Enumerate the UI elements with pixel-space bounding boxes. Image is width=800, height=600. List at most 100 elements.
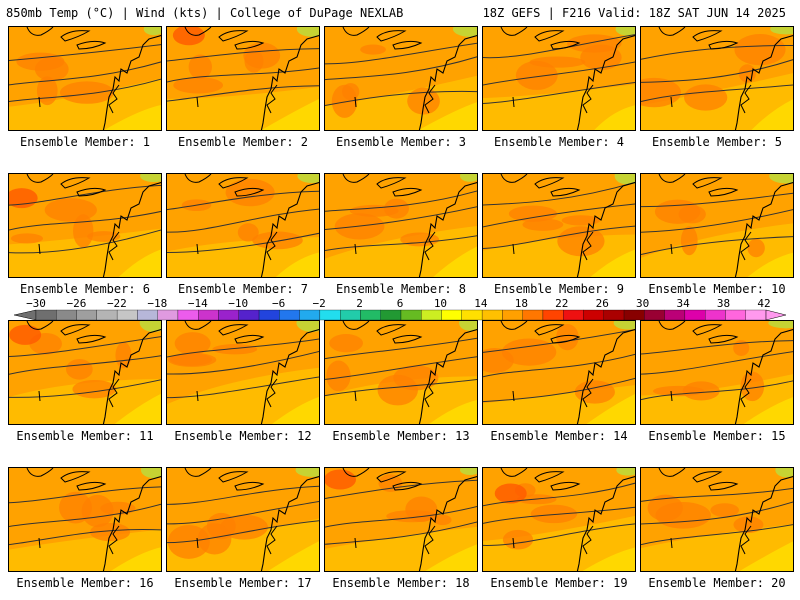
lake-outline	[196, 390, 199, 402]
coastline	[418, 181, 477, 277]
colorbar-segment	[745, 309, 767, 321]
colorbar-segment	[603, 309, 625, 321]
lake-outline	[392, 187, 423, 197]
colorbar-tick-label: 14	[474, 297, 488, 310]
cooler-zone	[433, 246, 477, 277]
isotherm-contour	[641, 501, 793, 525]
temperature-map	[641, 321, 793, 424]
temperature-map	[325, 468, 477, 571]
lake-outline	[670, 390, 673, 402]
colorbar-segment	[644, 309, 665, 321]
cooler-zone	[594, 105, 635, 130]
lake-outline	[534, 177, 565, 189]
warm-blob	[115, 342, 132, 369]
colorbar-segment	[360, 309, 381, 321]
warm-blob	[557, 226, 605, 257]
lake-outline	[550, 187, 581, 197]
coastline	[102, 328, 161, 424]
cold-pocket	[295, 468, 319, 477]
ensemble-panel-15	[640, 320, 794, 425]
coastline	[576, 328, 635, 424]
bay-coastline	[424, 231, 436, 261]
warm-blob	[740, 371, 765, 402]
colorbar-tick-label: 26	[595, 297, 609, 310]
cool-zone	[641, 524, 793, 571]
isotherm-contour	[325, 337, 477, 360]
warm-blob	[508, 205, 557, 222]
lake-outline	[26, 321, 54, 330]
colorbar-tick-label: −6	[272, 297, 286, 310]
colorbar-segment	[218, 309, 239, 321]
colorbar-segment	[157, 309, 179, 321]
lake-outline	[196, 537, 199, 549]
cool-zone	[325, 526, 477, 571]
colorbar-tick-label: 2	[356, 297, 363, 310]
bay-coastline	[582, 525, 594, 555]
colorbar-segment	[35, 309, 57, 321]
warm-blob	[212, 344, 258, 355]
colorbar-segment	[319, 309, 341, 321]
cooler-zone	[586, 393, 635, 424]
isotherm-contour	[9, 336, 161, 358]
temperature-map	[483, 321, 635, 424]
isotherm-contour	[167, 85, 319, 102]
lake-outline	[708, 481, 739, 491]
lake-outline	[376, 324, 407, 336]
cold-pocket	[140, 174, 161, 183]
temperature-map	[9, 27, 161, 130]
lake-outline	[376, 177, 407, 189]
lake-outline	[512, 96, 515, 108]
temperature-map	[325, 321, 477, 424]
member-label: Ensemble Member: 16	[16, 576, 154, 590]
ensemble-panel-5	[640, 26, 794, 131]
ensemble-panel-12	[166, 320, 320, 425]
colorbar-segment	[725, 309, 746, 321]
isotherm-contour	[641, 524, 793, 546]
isotherm-contour	[9, 44, 161, 62]
lake-outline	[354, 243, 357, 255]
lake-outline	[500, 321, 528, 330]
lake-outline	[534, 471, 565, 483]
isotherm-contour	[483, 506, 635, 524]
warm-blob	[81, 494, 114, 528]
lake-outline	[670, 537, 673, 549]
colorbar-tick-label: 38	[716, 297, 731, 310]
bay-coastline	[266, 525, 278, 555]
lake-outline	[354, 390, 357, 402]
colorbar-tick-label: −2	[312, 297, 326, 310]
lake-outline	[218, 177, 249, 189]
bay-coastline	[740, 378, 752, 408]
warm-blob	[342, 83, 360, 101]
isotherm-contour	[641, 351, 793, 375]
colorbar-max-arrow	[765, 309, 786, 321]
colorbar-min-arrow	[14, 309, 37, 321]
temperature-map	[325, 174, 477, 277]
member-label: Ensemble Member: 19	[490, 576, 628, 590]
lake-outline	[392, 40, 423, 50]
coastline	[418, 328, 477, 424]
warm-blob	[360, 44, 386, 55]
colorbar-segment	[56, 309, 77, 321]
lake-outline	[342, 27, 370, 36]
lake-outline	[670, 96, 673, 108]
lake-outline	[392, 334, 423, 344]
member-label: Ensemble Member: 5	[651, 135, 783, 149]
temperature-map	[483, 468, 635, 571]
cold-pocket	[614, 174, 635, 185]
bay-coastline	[424, 525, 436, 555]
warm-blob	[530, 504, 578, 524]
hot-blob	[494, 483, 527, 504]
cooler-zone	[276, 252, 319, 277]
ensemble-panel-19	[482, 467, 636, 572]
isotherm-contour	[641, 340, 793, 355]
isotherm-contour	[483, 81, 635, 105]
colorbar-tick-label: −14	[187, 297, 208, 310]
cooler-zone	[590, 249, 635, 277]
coastline	[734, 328, 793, 424]
coastline	[260, 34, 319, 130]
lake-outline	[218, 324, 249, 336]
temperature-map	[483, 27, 635, 130]
member-label: Ensemble Member: 1	[19, 135, 151, 149]
cold-pocket	[296, 27, 319, 37]
cooler-zone	[429, 400, 477, 424]
